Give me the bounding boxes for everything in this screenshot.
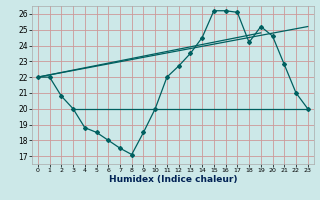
X-axis label: Humidex (Indice chaleur): Humidex (Indice chaleur) — [108, 175, 237, 184]
